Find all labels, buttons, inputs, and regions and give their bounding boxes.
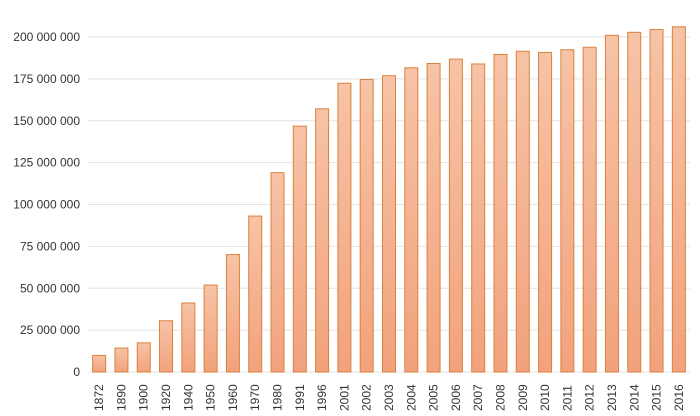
bar-1872 (92, 354, 107, 373)
bar-1996 (315, 108, 330, 373)
y-tick-label: 175 000 000 (13, 72, 80, 86)
bar-2015 (649, 28, 664, 373)
bar-2003 (382, 75, 396, 373)
bar-1960 (225, 254, 240, 373)
bar-2011 (560, 49, 575, 373)
bar-2006 (448, 58, 463, 373)
x-tick-label: 1980 (271, 384, 285, 411)
x-tick-label: 1900 (137, 384, 151, 411)
x-tick-label: 2013 (605, 384, 619, 411)
bar-1950 (203, 284, 218, 373)
x-tick-label: 1890 (114, 384, 128, 411)
bar-2013 (604, 34, 619, 373)
y-tick-label: 0 (73, 365, 80, 379)
x-tick-label: 2006 (449, 384, 463, 411)
x-axis-labels: 1872 1890 1900 1920 1940 1950 1960 1970 1980 1991… (92, 384, 686, 411)
x-tick-label: 2003 (382, 384, 396, 411)
x-tick-label: 2001 (337, 384, 351, 411)
x-tick-label: 1970 (248, 384, 262, 411)
y-tick-label: 200 000 000 (13, 30, 80, 44)
x-tick-label: 2010 (538, 384, 552, 411)
x-tick-label: 1872 (92, 384, 106, 411)
x-tick-label: 2011 (560, 385, 574, 411)
bar-2008 (493, 53, 508, 373)
bar-1920 (159, 320, 174, 373)
bar-1970 (248, 215, 263, 373)
x-tick-label: 2012 (583, 384, 597, 411)
x-tick-label: 2004 (404, 384, 418, 411)
y-axis-labels: 0 25 000 000 50 000 000 75 000 000 100 000 0… (13, 0, 80, 379)
x-tick-label: 2008 (493, 384, 507, 411)
x-tick-label: 2015 (650, 384, 664, 411)
bar-1900 (136, 342, 151, 373)
x-tick-label: 2016 (672, 384, 686, 411)
y-tick-label: 150 000 000 (13, 114, 80, 128)
bar-1980 (270, 172, 285, 373)
x-tick-label: 1996 (315, 384, 329, 411)
x-tick-label: 1920 (159, 384, 173, 411)
x-tick-label: 2005 (427, 384, 441, 411)
bar-2002 (359, 79, 374, 373)
bar-2016 (671, 26, 686, 373)
y-tick-label: 50 000 000 (20, 281, 80, 295)
y-tick-label: 125 000 000 (13, 156, 80, 170)
x-tick-label: 1940 (181, 384, 195, 411)
x-tick-label: 1960 (226, 384, 240, 411)
y-tick-label: 75 000 000 (20, 239, 80, 253)
bars (92, 26, 686, 373)
bar-1890 (114, 347, 129, 373)
x-tick-label: 2007 (471, 384, 485, 411)
x-tick-label: 1991 (293, 384, 307, 411)
bar-2004 (404, 67, 419, 373)
y-tick-label: 25 000 000 (20, 323, 80, 337)
x-tick-label: 2014 (627, 384, 641, 411)
y-tick-label: 225 000 000 (13, 0, 80, 2)
bar-2010 (538, 51, 553, 373)
bar-2009 (515, 50, 530, 373)
bar-2014 (627, 31, 642, 373)
bar-2012 (582, 46, 597, 373)
x-tick-label: 1950 (204, 384, 218, 411)
bar-2005 (426, 62, 441, 373)
x-tick-label: 2009 (516, 384, 530, 411)
bar-2007 (471, 63, 486, 373)
bar-1940 (181, 302, 196, 373)
bar-1991 (292, 125, 307, 373)
x-tick-label: 2002 (360, 384, 374, 411)
bar-2001 (337, 82, 352, 373)
y-tick-label: 100 000 000 (13, 198, 80, 212)
